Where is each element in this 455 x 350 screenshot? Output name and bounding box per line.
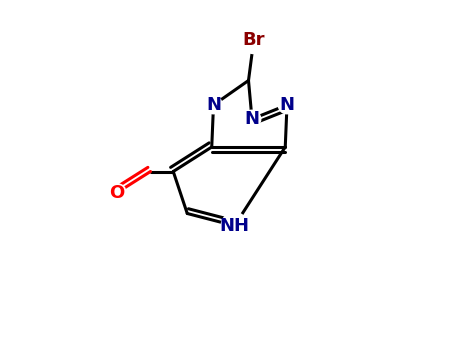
Circle shape xyxy=(240,27,267,54)
Circle shape xyxy=(221,212,248,239)
Circle shape xyxy=(278,96,296,114)
Text: Br: Br xyxy=(243,31,265,49)
Circle shape xyxy=(205,96,222,114)
Text: N: N xyxy=(279,96,294,114)
Circle shape xyxy=(243,110,261,128)
Text: N: N xyxy=(206,96,221,114)
Circle shape xyxy=(108,184,126,201)
Text: NH: NH xyxy=(219,217,249,235)
Text: N: N xyxy=(244,110,259,128)
Text: O: O xyxy=(110,183,125,202)
